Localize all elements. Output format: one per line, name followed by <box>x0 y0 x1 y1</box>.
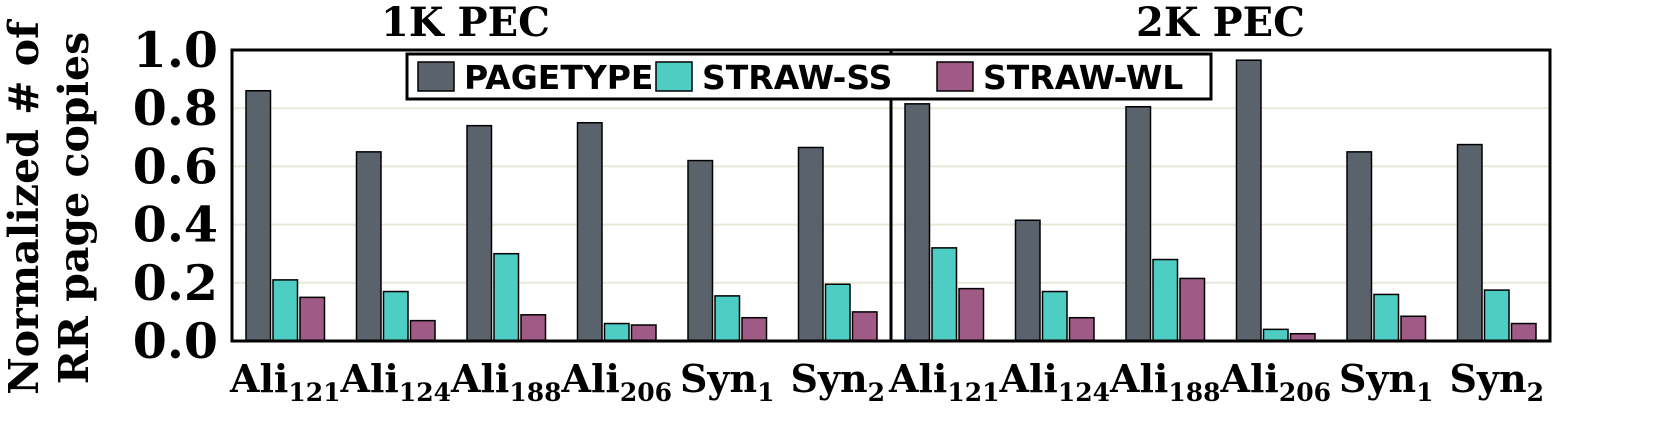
x-tick-base: Ali <box>888 356 947 401</box>
y-tick-label: 0.4 <box>133 196 218 254</box>
x-tick-base: Ali <box>1219 356 1278 401</box>
bar-straw-wl <box>1068 316 1095 342</box>
x-tick-label: Ali121 <box>888 356 1000 407</box>
bar-pagetype <box>466 124 493 342</box>
x-tick-subscript: 2 <box>1527 378 1544 407</box>
bar-pagetype <box>1014 219 1041 342</box>
bar-pagetype <box>1125 105 1152 342</box>
x-tick-label: Ali124 <box>339 356 451 407</box>
x-tick-label: Syn2 <box>790 356 885 407</box>
bar-straw-wl <box>630 324 657 342</box>
y-tick-label: 0.0 <box>133 312 218 370</box>
bar-straw-ss <box>1152 258 1179 342</box>
x-tick-subscript: 121 <box>288 378 340 407</box>
x-tick-base: Syn <box>1449 356 1526 401</box>
y-tick-label: 0.2 <box>133 254 218 312</box>
bar-straw-wl <box>851 311 878 342</box>
bar-straw-ss <box>1373 293 1400 342</box>
bar-pagetype <box>245 89 272 342</box>
bar-pagetype <box>797 146 824 342</box>
bar-pagetype <box>576 122 603 342</box>
bar-straw-ss <box>1041 290 1068 342</box>
legend-swatch <box>655 61 693 92</box>
y-axis-label-line1: Normalized # of <box>0 19 48 395</box>
bar-straw-ss <box>931 247 958 342</box>
bar-straw-ss <box>1483 289 1510 342</box>
legend-label: STRAW-SS <box>702 58 892 97</box>
bar-straw-ss <box>493 252 520 342</box>
bar-straw-ss <box>272 279 299 342</box>
bar-straw-ss <box>1262 328 1289 342</box>
bar-straw-wl <box>741 316 768 342</box>
x-tick-base: Syn <box>1339 356 1416 401</box>
bar-straw-ss <box>382 290 409 342</box>
x-tick-label: Syn2 <box>1449 356 1544 407</box>
y-tick-label: 0.6 <box>133 137 218 195</box>
bars <box>245 59 1537 342</box>
x-tick-label: Syn1 <box>1339 356 1434 407</box>
x-tick-subscript: 188 <box>509 378 561 407</box>
bar-straw-wl <box>958 287 985 342</box>
group-title: 2K PEC <box>1136 0 1305 46</box>
bar-straw-ss <box>603 322 630 342</box>
x-tick-label: Ali206 <box>560 356 672 407</box>
legend-box <box>405 52 1213 101</box>
bar-straw-wl <box>520 314 547 342</box>
legend-label: STRAW-WL <box>983 58 1183 97</box>
x-tick-subscript: 2 <box>868 378 885 407</box>
bar-straw-wl <box>409 319 436 342</box>
x-tick-subscript: 1 <box>757 378 774 407</box>
x-tick-label: Ali124 <box>998 356 1110 407</box>
x-tick-subscript: 124 <box>1058 378 1110 407</box>
legend: PAGETYPE STRAW-SS STRAW-WL <box>405 52 1213 101</box>
x-tick-base: Syn <box>680 356 757 401</box>
x-tick-subscript: 206 <box>1279 378 1331 407</box>
group-titles: 1K PEC 2K PEC <box>381 0 1305 46</box>
x-tick-label: Ali188 <box>450 356 562 407</box>
bar-pagetype <box>355 151 382 342</box>
x-tick-label: Syn1 <box>680 356 775 407</box>
x-tick-base: Ali <box>560 356 619 401</box>
legend-label: PAGETYPE <box>464 58 653 97</box>
bar-straw-ss <box>714 295 741 342</box>
bar-straw-wl <box>1510 322 1537 342</box>
y-tick-label: 0.8 <box>133 79 218 137</box>
x-tick-subscript: 1 <box>1416 378 1433 407</box>
y-tick-label: 1.0 <box>133 21 218 79</box>
bar-straw-wl <box>1179 277 1206 342</box>
x-tick-base: Syn <box>790 356 867 401</box>
x-axis-labels: Ali121 Ali124 Ali188 Ali206 Syn1 Syn2 Ali121 Al… <box>229 356 1544 407</box>
bar-straw-wl <box>299 296 326 342</box>
x-tick-base: Ali <box>339 356 398 401</box>
legend-swatch <box>936 61 974 92</box>
legend-swatch <box>417 61 455 92</box>
x-tick-subscript: 124 <box>399 378 451 407</box>
bar-pagetype <box>1456 143 1483 342</box>
x-tick-subscript: 121 <box>947 378 999 407</box>
bar-pagetype <box>904 103 931 342</box>
x-tick-label: Ali121 <box>229 356 341 407</box>
bar-straw-ss <box>824 283 851 342</box>
bar-pagetype <box>1346 151 1373 342</box>
group-title: 1K PEC <box>381 0 550 46</box>
bar-straw-wl <box>1400 315 1427 342</box>
y-axis-label-line2: RR page copies <box>50 32 98 384</box>
x-tick-base: Ali <box>1109 356 1168 401</box>
y-axis-label: Normalized # of RR page copies <box>0 19 98 395</box>
bar-pagetype <box>1235 59 1262 342</box>
x-tick-base: Ali <box>450 356 509 401</box>
y-axis-ticks: 0.00.20.40.60.81.0 <box>133 21 218 370</box>
x-tick-base: Ali <box>998 356 1057 401</box>
x-tick-label: Ali188 <box>1109 356 1221 407</box>
x-tick-label: Ali206 <box>1219 356 1331 407</box>
x-tick-subscript: 188 <box>1168 378 1220 407</box>
bar-pagetype <box>687 159 714 342</box>
x-tick-subscript: 206 <box>620 378 672 407</box>
x-tick-base: Ali <box>229 356 288 401</box>
